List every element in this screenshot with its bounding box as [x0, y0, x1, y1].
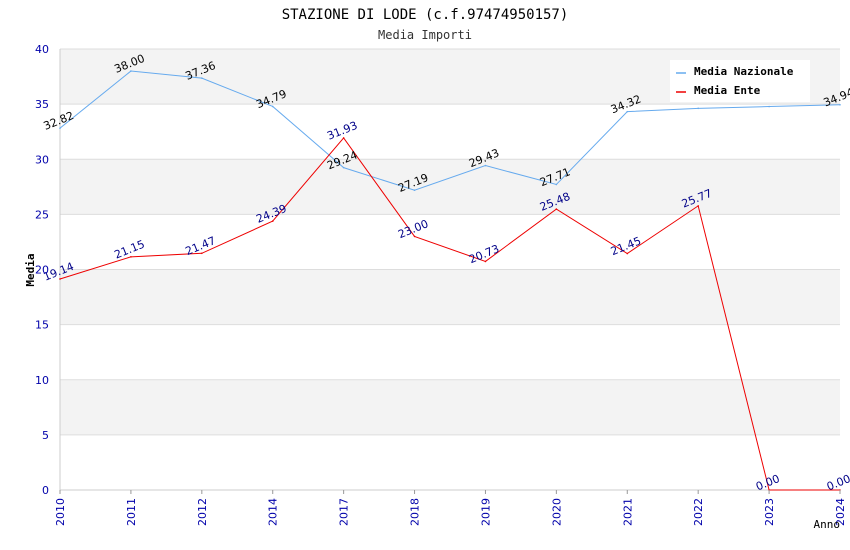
- x-tick-label: 2021: [621, 498, 634, 526]
- data-point: [201, 252, 203, 255]
- data-point: [839, 103, 841, 106]
- data-point: [271, 105, 274, 108]
- data-point: [484, 260, 487, 263]
- plot-band: [60, 214, 840, 270]
- y-tick-label: 0: [42, 484, 49, 497]
- legend-box: [670, 60, 810, 102]
- data-point: [484, 164, 487, 167]
- y-tick-label: 35: [35, 98, 49, 111]
- data-point: [130, 70, 132, 72]
- data-point: [130, 256, 132, 258]
- x-tick-label: 2018: [409, 498, 422, 526]
- x-tick-label: 2012: [196, 498, 209, 526]
- data-point: [768, 105, 770, 108]
- data-point: [59, 278, 61, 280]
- x-tick-label: 2020: [550, 498, 563, 526]
- plot-band: [60, 324, 840, 380]
- legend: Media Nazionale Media Ente: [670, 60, 810, 102]
- y-tick-label: 30: [35, 153, 49, 166]
- y-tick-label: 10: [35, 374, 49, 387]
- plot-band: [60, 379, 840, 435]
- x-tick-label: 2024: [834, 498, 847, 526]
- chart-subtitle: Media Importi: [378, 28, 472, 42]
- y-axis-label: Media: [24, 253, 37, 286]
- x-tick-label: 2019: [479, 498, 492, 526]
- data-point: [697, 205, 699, 207]
- data-point: [413, 235, 416, 238]
- y-tick-label: 5: [42, 429, 49, 442]
- y-tick-labels: 0 5 10 15 20 25 30 35 40: [35, 43, 49, 497]
- y-tick-label: 25: [35, 208, 49, 221]
- data-point: [555, 208, 558, 210]
- data-point: [342, 166, 345, 169]
- x-tick-label: 2022: [692, 498, 705, 526]
- plot-band: [60, 434, 840, 490]
- data-point: [271, 220, 274, 222]
- x-tick-label: 2011: [125, 498, 138, 526]
- data-point: [413, 189, 416, 192]
- plot-band: [60, 159, 840, 215]
- data-point: [697, 107, 699, 110]
- data-point: [626, 252, 629, 255]
- plot-band: [60, 104, 840, 160]
- y-tick-label: 40: [35, 43, 49, 56]
- series-line-media-nazionale: [59, 70, 841, 191]
- plot-band: [60, 269, 840, 325]
- data-point: [59, 127, 61, 129]
- x-tick-label: 2010: [54, 498, 67, 526]
- series-line-media-ente: [59, 137, 840, 491]
- legend-label-media-nazionale: Media Nazionale: [694, 65, 794, 78]
- x-axis-label: Anno: [814, 518, 841, 531]
- x-tick-label: 2014: [267, 498, 280, 526]
- series-lines: [59, 70, 841, 491]
- data-point: [342, 137, 345, 139]
- legend-label-media-ente: Media Ente: [694, 84, 761, 97]
- data-point: [626, 110, 629, 113]
- x-tick-labels: 2010 2011 2012 2014 2017 2018 2019 2020 2021 2022…: [54, 490, 847, 526]
- data-point: [201, 77, 203, 79]
- chart-title: STAZIONE DI LODE (c.f.97474950157): [282, 7, 569, 23]
- plot-bands: [60, 49, 840, 490]
- x-tick-label: 2017: [338, 498, 351, 526]
- y-tick-label: 20: [35, 264, 49, 277]
- y-tick-label: 15: [35, 319, 49, 332]
- x-tick-label: 2023: [763, 498, 776, 526]
- data-point: [555, 183, 558, 186]
